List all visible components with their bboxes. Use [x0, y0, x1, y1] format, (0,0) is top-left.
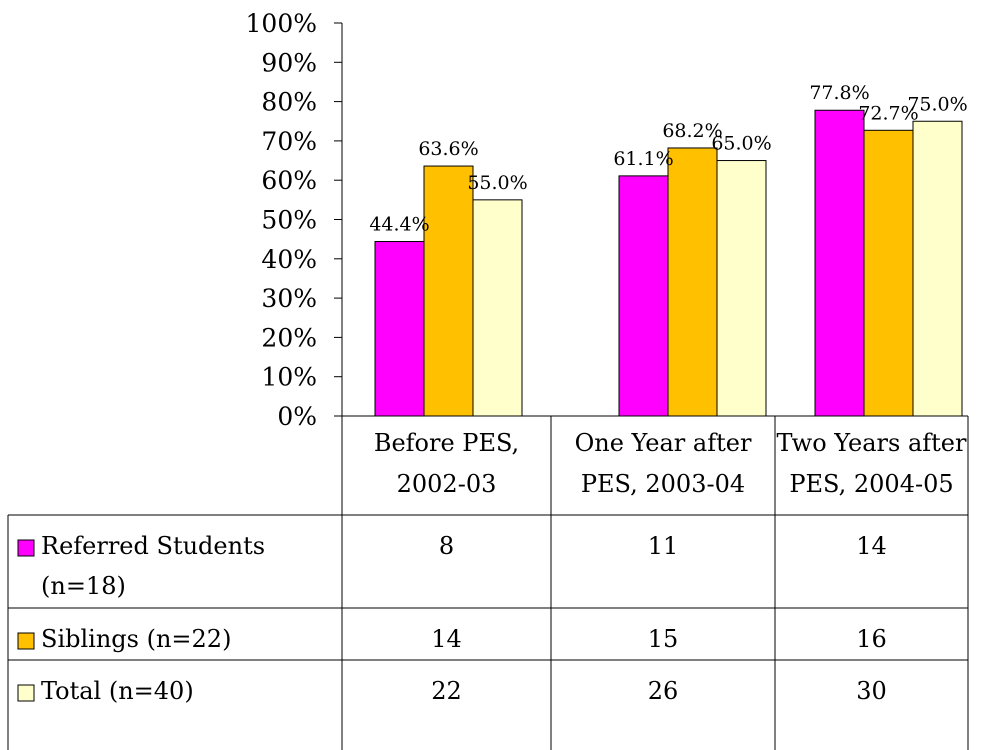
- bar-data-labels: 44.4% 61.1% 77.8% 63.6% 68.2% 72.7% 55.0% 65.0%…: [369, 82, 967, 235]
- bar: [912, 120, 963, 417]
- category-label: Two Years after: [777, 429, 968, 457]
- y-tick-label: 30%: [261, 284, 317, 313]
- y-tick-label: 50%: [261, 206, 317, 235]
- legend-swatch: [17, 684, 35, 702]
- y-tick-label: 10%: [261, 363, 317, 392]
- data-label: 68.2%: [662, 120, 722, 142]
- legend-swatch: [17, 539, 35, 557]
- y-tick-label: 0%: [277, 402, 317, 431]
- legend-swatch: [17, 632, 35, 650]
- category-label: PES, 2004-05: [789, 470, 953, 498]
- data-label: 44.4%: [369, 214, 429, 236]
- series-name: Siblings (n=22): [41, 625, 231, 653]
- data-label: 61.1%: [613, 148, 673, 170]
- bar: [716, 160, 767, 417]
- series-name: Referred Students: [41, 532, 265, 560]
- data-label: 55.0%: [467, 172, 527, 194]
- bar: [374, 241, 425, 417]
- bar: [863, 129, 914, 417]
- category-label: 2002-03: [397, 470, 497, 498]
- series-name: Total (n=40): [41, 677, 194, 705]
- table-cell: 30: [856, 677, 887, 705]
- y-tick-label: 100%: [246, 9, 317, 38]
- y-tick-label: 90%: [261, 48, 317, 77]
- y-axis-tick-labels: 0% 10% 20% 30% 40% 50% 60% 70% 80% 90% 100%: [246, 9, 317, 431]
- y-tick-label: 70%: [261, 127, 317, 156]
- data-label: 65.0%: [711, 133, 771, 155]
- y-tick-label: 40%: [261, 245, 317, 274]
- table-cell: 14: [856, 532, 887, 560]
- data-label: 77.8%: [809, 82, 869, 104]
- y-tick-label: 60%: [261, 166, 317, 195]
- table-cell: 8: [439, 532, 454, 560]
- category-label: Before PES,: [374, 429, 519, 457]
- series-name: (n=18): [41, 572, 126, 600]
- table-cell: 14: [431, 625, 462, 653]
- table-cell: 26: [648, 677, 679, 705]
- bar: [618, 175, 669, 417]
- y-tick-label: 80%: [261, 88, 317, 117]
- bar: [472, 199, 523, 417]
- category-labels: Before PES, 2002-03 One Year after PES, 200…: [374, 429, 967, 498]
- data-label: 75.0%: [907, 93, 967, 115]
- bar: [814, 109, 865, 417]
- table-cell: 22: [431, 677, 462, 705]
- table-cell: 15: [648, 625, 679, 653]
- bar-marks: [374, 109, 963, 417]
- table-cell: 16: [856, 625, 887, 653]
- bar: [667, 147, 718, 417]
- table-cell: 11: [648, 532, 679, 560]
- data-table: Referred Students (n=18) 8 11 14 Siblings (n=…: [17, 532, 887, 705]
- bar: [423, 165, 474, 417]
- data-label: 72.7%: [858, 102, 918, 124]
- category-label: One Year after: [575, 429, 752, 457]
- category-label: PES, 2003-04: [581, 470, 745, 498]
- data-label: 63.6%: [418, 138, 478, 160]
- y-tick-label: 20%: [261, 323, 317, 352]
